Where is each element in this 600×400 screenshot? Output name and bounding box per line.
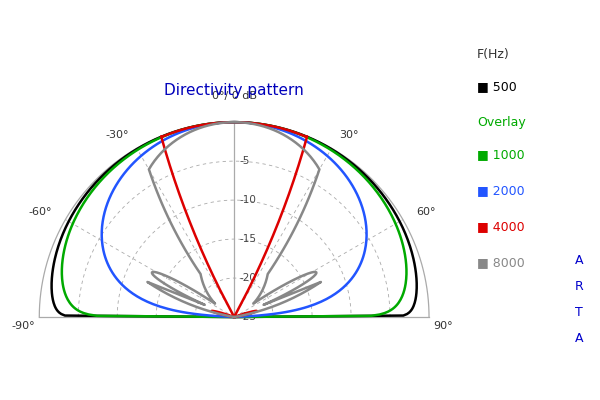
Text: T: T: [575, 306, 583, 318]
Text: -20: -20: [239, 273, 256, 283]
Text: 30°: 30°: [340, 130, 359, 140]
Text: 0°/ 0 dB: 0°/ 0 dB: [212, 91, 257, 101]
Text: ■ 2000: ■ 2000: [477, 184, 524, 197]
Text: ■ 1000: ■ 1000: [477, 148, 524, 161]
Text: Overlay: Overlay: [477, 116, 526, 129]
Text: ■ 4000: ■ 4000: [477, 220, 524, 233]
Text: 60°: 60°: [416, 207, 436, 217]
Text: Directivity pattern: Directivity pattern: [164, 83, 304, 98]
Text: -5: -5: [239, 156, 250, 166]
Text: -25: -25: [239, 312, 256, 322]
Text: -30°: -30°: [106, 130, 129, 140]
Text: A: A: [575, 254, 583, 266]
Text: -90°: -90°: [12, 321, 35, 331]
Text: ■ 8000: ■ 8000: [477, 256, 525, 269]
Text: R: R: [575, 280, 583, 292]
Text: 90°: 90°: [433, 321, 452, 331]
Text: A: A: [575, 332, 583, 344]
Text: ■ 500: ■ 500: [477, 80, 517, 93]
Text: -60°: -60°: [28, 207, 52, 217]
Text: -10: -10: [239, 195, 256, 205]
Text: F(Hz): F(Hz): [477, 48, 510, 61]
Text: -15: -15: [239, 234, 256, 244]
